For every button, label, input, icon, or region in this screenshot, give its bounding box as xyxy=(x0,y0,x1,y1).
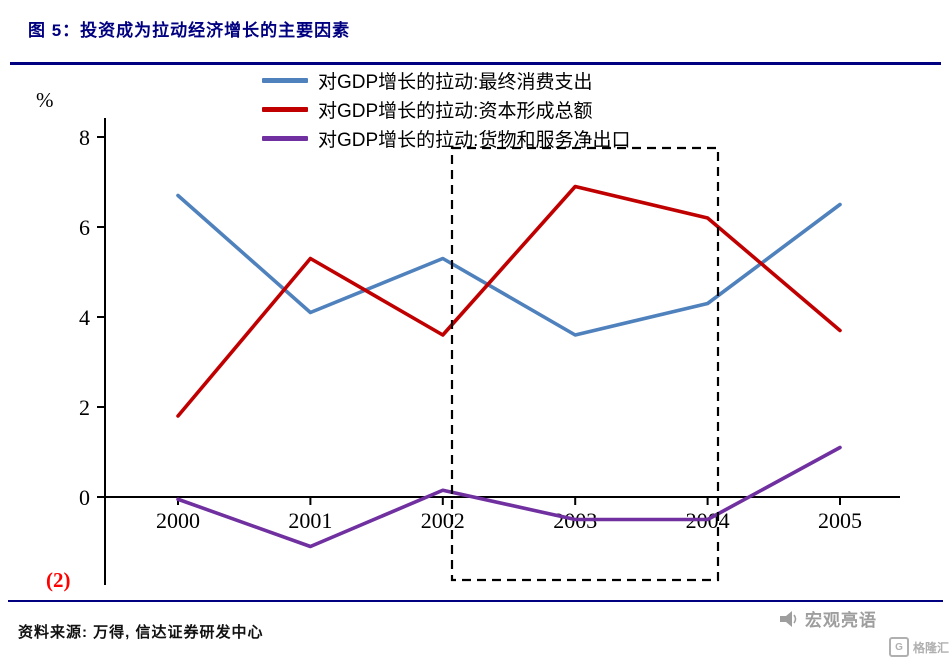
x-tick-label: 2001 xyxy=(288,508,332,533)
legend-item-consumption: 对GDP增长的拉动:最终消费支出 xyxy=(262,68,630,93)
y-tick-label: 8 xyxy=(79,125,90,150)
legend-label: 对GDP增长的拉动:最终消费支出 xyxy=(318,71,593,93)
series-line-0 xyxy=(176,193,842,337)
brand-watermark: 宏观亮语 xyxy=(779,606,877,631)
legend-line-swatch-blue xyxy=(262,77,308,83)
legend-item-capital-formation: 对GDP增长的拉动:资本形成总额 xyxy=(262,97,630,122)
page-footnote: (2) xyxy=(46,568,71,592)
legend-label: 对GDP增长的拉动:货物和服务净出口 xyxy=(318,129,631,151)
x-tick-label: 2005 xyxy=(818,508,862,533)
gelonghui-icon: G xyxy=(888,637,909,657)
top-divider xyxy=(10,62,941,65)
y-axis-unit-label: % xyxy=(36,88,54,112)
x-tick-label: 2000 xyxy=(156,508,200,533)
bottom-divider xyxy=(8,600,943,602)
y-tick-label: 4 xyxy=(79,305,90,330)
source-note: 资料来源: 万得, 信达证券研发中心 xyxy=(18,624,264,641)
series-line-1 xyxy=(176,184,842,418)
highlight-dashed-box xyxy=(450,146,720,582)
legend-item-net-exports: 对GDP增长的拉动:货物和服务净出口 xyxy=(262,126,631,151)
y-tick-label: 0 xyxy=(79,485,90,510)
legend-label: 对GDP增长的拉动:资本形成总额 xyxy=(318,100,593,122)
x-tick-label: 2002 xyxy=(421,508,465,533)
chart-legend: 对GDP增长的拉动:最终消费支出 对GDP增长的拉动:资本形成总额 对GDP增长… xyxy=(262,68,631,151)
series-line-2 xyxy=(176,445,842,549)
brand-watermark-text: 宏观亮语 xyxy=(805,611,877,630)
legend-line-swatch-red xyxy=(262,106,308,112)
y-tick-label: 6 xyxy=(79,215,90,240)
megaphone-icon xyxy=(780,610,797,627)
legend-line-swatch-purple xyxy=(262,135,308,141)
y-tick-label: 2 xyxy=(79,395,90,420)
gelonghui-text: 格隆汇 xyxy=(912,640,949,655)
gelonghui-logo: G 格隆汇 xyxy=(888,637,949,657)
figure-title: 图 5：投资成为拉动经济增长的主要因素 xyxy=(28,21,351,40)
